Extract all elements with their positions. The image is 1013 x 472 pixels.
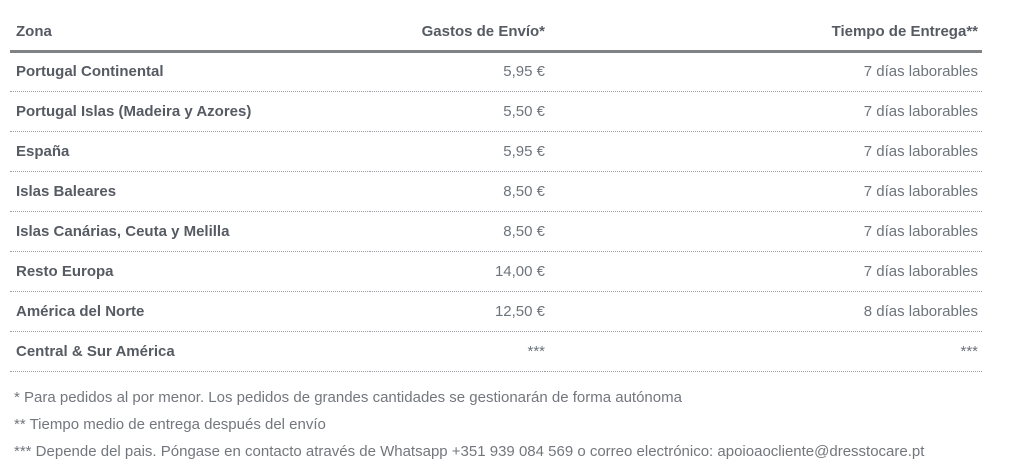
table-row: Islas Baleares 8,50 € 7 días laborables (10, 171, 982, 212)
cost-cell: 14,00 € (370, 251, 545, 292)
table-row: España 5,95 € 7 días laborables (10, 131, 982, 172)
shipping-rates-table: Zona Gastos de Envío* Tiempo de Entrega*… (10, 16, 982, 372)
table-row: Islas Canárias, Ceuta y Melilla 8,50 € 7… (10, 211, 982, 252)
table-row: Portugal Islas (Madeira y Azores) 5,50 €… (10, 91, 982, 132)
delivery-cell: 7 días laborables (545, 171, 982, 212)
delivery-cell: 8 días laborables (545, 291, 982, 332)
column-header-gastos-de-envio: Gastos de Envío* (370, 16, 545, 53)
footnotes-section: * Para pedidos al por menor. Los pedidos… (10, 389, 982, 460)
zone-cell: Islas Baleares (10, 171, 370, 212)
zone-cell: Islas Canárias, Ceuta y Melilla (10, 211, 370, 252)
delivery-cell: 7 días laborables (545, 131, 982, 172)
table-row: Portugal Continental 5,95 € 7 días labor… (10, 51, 982, 92)
cost-cell: 5,95 € (370, 131, 545, 172)
footnote-delivery-time: ** Tiempo medio de entrega después del e… (14, 415, 326, 433)
zone-cell: España (10, 131, 370, 172)
cost-cell: 12,50 € (370, 291, 545, 332)
zone-cell: Central & Sur América (10, 331, 370, 372)
zone-cell: Resto Europa (10, 251, 370, 292)
zone-cell: Portugal Islas (Madeira y Azores) (10, 91, 370, 132)
footnote-contact-info: *** Depende del pais. Póngase en contact… (14, 442, 925, 460)
table-row: Central & Sur América *** *** (10, 331, 982, 372)
table-header-row: Zona Gastos de Envío* Tiempo de Entrega*… (10, 16, 982, 53)
delivery-cell: 7 días laborables (545, 51, 982, 92)
zone-cell: Portugal Continental (10, 51, 370, 92)
cost-cell: 5,95 € (370, 51, 545, 92)
cost-cell: *** (370, 331, 545, 372)
cost-cell: 8,50 € (370, 171, 545, 212)
delivery-cell: 7 días laborables (545, 91, 982, 132)
column-header-tiempo-de-entrega: Tiempo de Entrega** (545, 16, 982, 53)
delivery-cell: 7 días laborables (545, 211, 982, 252)
column-header-zona: Zona (10, 16, 370, 53)
table-row: América del Norte 12,50 € 8 días laborab… (10, 291, 982, 332)
shipping-info-page: Zona Gastos de Envío* Tiempo de Entrega*… (10, 16, 982, 460)
table-body: Portugal Continental 5,95 € 7 días labor… (10, 51, 982, 372)
cost-cell: 5,50 € (370, 91, 545, 132)
table-row: Resto Europa 14,00 € 7 días laborables (10, 251, 982, 292)
delivery-cell: 7 días laborables (545, 251, 982, 292)
delivery-cell: *** (545, 331, 982, 372)
footnote-retail-orders: * Para pedidos al por menor. Los pedidos… (14, 388, 682, 406)
cost-cell: 8,50 € (370, 211, 545, 252)
zone-cell: América del Norte (10, 291, 370, 332)
